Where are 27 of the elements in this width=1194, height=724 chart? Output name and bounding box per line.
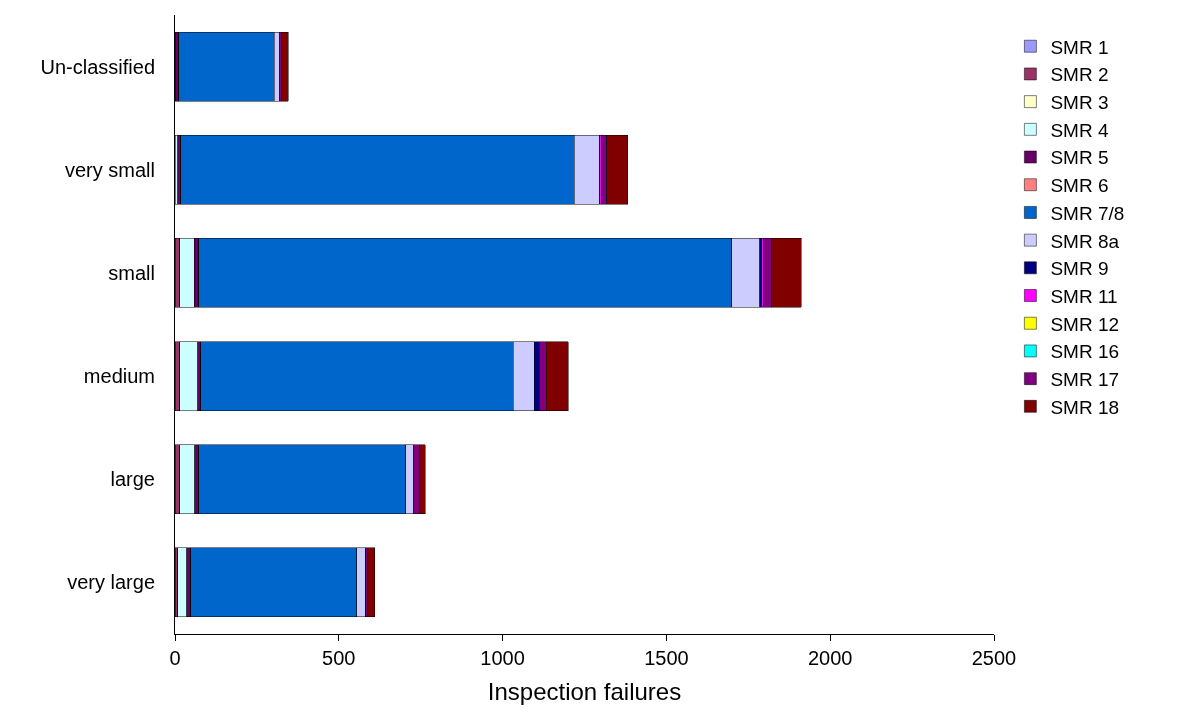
legend-label: SMR 5 (1050, 147, 1109, 169)
legend-label: SMR 16 (1050, 341, 1120, 363)
x-tick-label: 2500 (971, 647, 1017, 669)
x-tick-label: 2000 (807, 647, 853, 669)
y-tick-label: Un-classified (40, 55, 155, 78)
y-tick-label: large (110, 468, 155, 491)
x-tick-label: 1500 (644, 647, 689, 669)
legend-label: SMR 18 (1050, 396, 1120, 418)
legend-label: SMR 3 (1050, 92, 1109, 114)
y-tick-label: very small (64, 158, 155, 181)
x-tick-label: 0 (169, 647, 181, 669)
legend-label: SMR 2 (1050, 64, 1109, 86)
y-tick-label: very large (67, 571, 155, 594)
legend-label: SMR 17 (1050, 369, 1120, 391)
legend-label: SMR 12 (1050, 313, 1120, 335)
y-tick-label: medium (83, 365, 155, 388)
legend-label: SMR 4 (1050, 119, 1109, 141)
legend-label: SMR 11 (1050, 285, 1118, 307)
x-tick-label: 500 (322, 647, 356, 669)
legend-label: SMR 9 (1050, 258, 1109, 280)
legend-label: SMR 1 (1050, 36, 1109, 58)
x-tick-label: 1000 (480, 647, 525, 669)
legend-label: SMR 6 (1050, 175, 1109, 197)
legend-label: SMR 8a (1050, 230, 1120, 252)
legend-label: SMR 7/8 (1050, 202, 1125, 224)
y-tick-label: small (108, 261, 155, 284)
x-axis-title: Inspection failures (487, 678, 682, 706)
